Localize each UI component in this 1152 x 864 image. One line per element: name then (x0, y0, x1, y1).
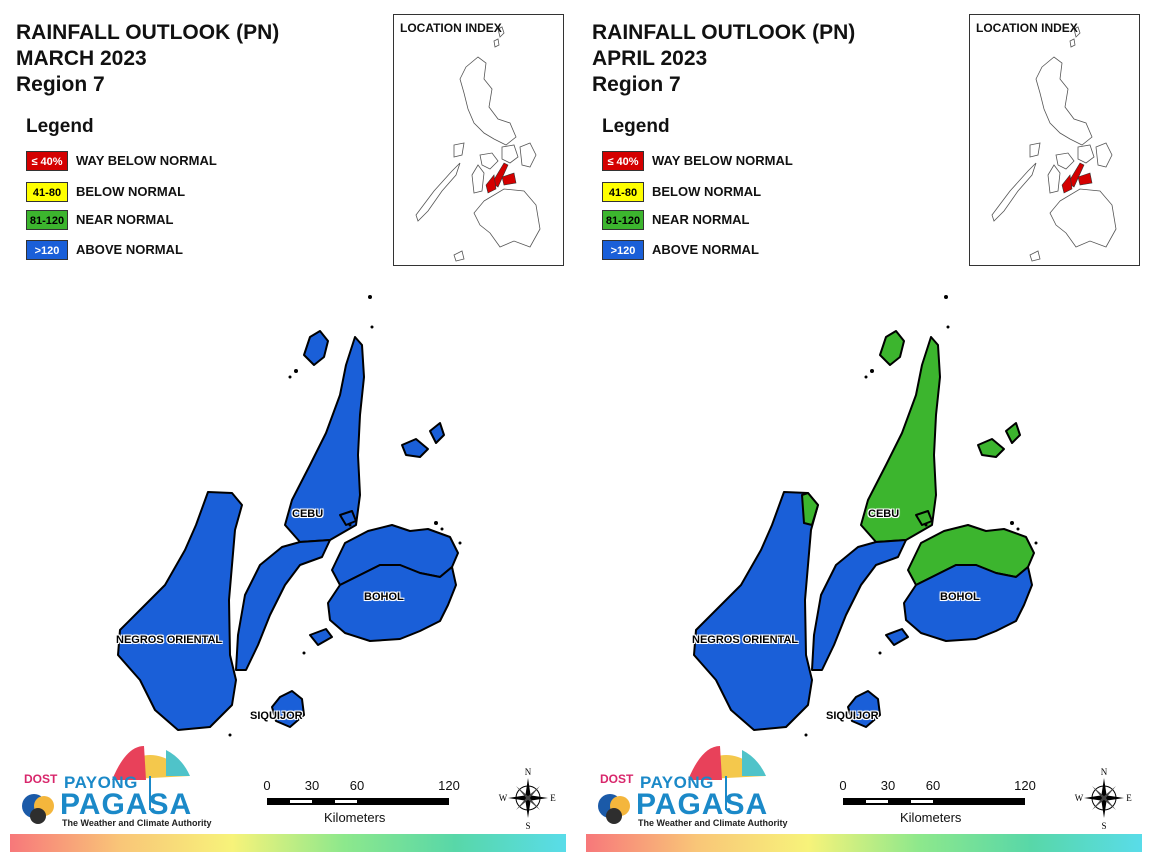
svg-text:S: S (1101, 821, 1106, 830)
bohol-map-south (903, 564, 1033, 642)
tagline-text: The Weather and Climate Authority (62, 818, 212, 828)
compass-rose-icon: N S E W (498, 766, 558, 831)
negros-oriental-map (693, 491, 819, 731)
legend-title: Legend (26, 116, 94, 137)
scale-tick: 60 (349, 778, 365, 793)
compass-rose-icon: N S E W (1074, 766, 1134, 831)
dost-text: DOST (24, 772, 58, 786)
rainbow-footer-bar (586, 834, 1142, 852)
location-index-label: LOCATION INDEX (976, 21, 1078, 35)
legend-swatch: 81-120 (26, 210, 68, 230)
svg-text:E: E (550, 793, 556, 803)
legend-swatch: 41-80 (602, 182, 644, 202)
bohol-map-island (885, 628, 909, 646)
legend-label: WAY BELOW NORMAL (76, 153, 217, 168)
scale-tick: 0 (839, 778, 847, 793)
svg-text:N: N (525, 767, 532, 777)
legend-swatch: >120 (602, 240, 644, 260)
location-index-inset: LOCATION INDEX (969, 14, 1140, 266)
legend-title: Legend (602, 116, 670, 137)
map-label-siquijor: SIQUIJOR (250, 710, 303, 722)
negros-oriental-map (117, 491, 243, 731)
scale-tick: 120 (1014, 778, 1036, 793)
legend-swatch: >120 (26, 240, 68, 260)
pagasa-logo: DOST PAYONG PAGASA The Weather and Clima… (592, 740, 788, 832)
legend-label: NEAR NORMAL (652, 212, 750, 227)
map-label-negros-oriental: NEGROS ORIENTAL (692, 634, 799, 646)
legend-label: WAY BELOW NORMAL (652, 153, 793, 168)
siquijor-map (271, 690, 305, 728)
region-7-highlight (1061, 162, 1093, 194)
cebu-map-island (303, 330, 329, 366)
camotes-map-island (429, 422, 445, 444)
philippines-outline-map (415, 26, 541, 262)
tagline-text: The Weather and Climate Authority (638, 818, 788, 828)
dost-text: DOST (600, 772, 634, 786)
location-index-inset: LOCATION INDEX (393, 14, 564, 266)
payong-text: PAYONG (640, 773, 714, 792)
map-label-negros-oriental: NEGROS ORIENTAL (116, 634, 223, 646)
legend-swatch: ≤ 40% (26, 151, 68, 171)
panel-title: RAINFALL OUTLOOK (PN) MARCH 2023 Region … (16, 21, 280, 96)
legend-label: ABOVE NORMAL (652, 242, 759, 257)
pagasa-text: PAGASA (60, 788, 193, 821)
scale-tick: 0 (263, 778, 271, 793)
scale-bar: 0 30 60 120 Kilometers (262, 778, 462, 828)
legend-label: BELOW NORMAL (76, 184, 186, 199)
scale-bar: 0 30 60 120 Kilometers (838, 778, 1038, 828)
map-label-bohol: BOHOL (940, 591, 980, 603)
svg-text:N: N (1101, 767, 1108, 777)
legend-label: NEAR NORMAL (76, 212, 174, 227)
legend-swatch: 41-80 (26, 182, 68, 202)
cebu-map-south (235, 539, 331, 671)
pagasa-text: PAGASA (636, 788, 769, 821)
camotes-map-island (977, 438, 1005, 458)
map-label-bohol: BOHOL (364, 591, 404, 603)
scale-units: Kilometers (900, 810, 962, 825)
scale-tick: 30 (304, 778, 320, 793)
cebu-map-south (811, 539, 907, 671)
siquijor-map (847, 690, 881, 728)
pagasa-logo: DOST PAYONG PAGASA The Weather and Clima… (16, 740, 212, 832)
outlook-panel-april: RAINFALL OUTLOOK (PN) APRIL 2023 Region … (576, 0, 1152, 864)
map-islets (228, 295, 462, 737)
camotes-map-island (401, 438, 429, 458)
panel-title: RAINFALL OUTLOOK (PN) APRIL 2023 Region … (592, 21, 856, 96)
umbrella-icon (22, 746, 190, 824)
scale-tick: 120 (438, 778, 460, 793)
cebu-map-island (879, 330, 905, 366)
legend-label: BELOW NORMAL (652, 184, 762, 199)
camotes-map-island (1005, 422, 1021, 444)
svg-text:S: S (525, 821, 530, 830)
legend-swatch: ≤ 40% (602, 151, 644, 171)
scale-bar-graphic (843, 798, 1025, 805)
scale-tick: 60 (925, 778, 941, 793)
philippines-outline-map (991, 26, 1117, 262)
map-label-cebu: CEBU (292, 508, 324, 520)
rainbow-footer-bar (10, 834, 566, 852)
legend-swatch: 81-120 (602, 210, 644, 230)
payong-text: PAYONG (64, 773, 138, 792)
bohol-map-island (309, 628, 333, 646)
svg-text:E: E (1126, 793, 1132, 803)
cebu-map-island (915, 510, 933, 526)
region-7-map (693, 295, 1038, 737)
legend-label: ABOVE NORMAL (76, 242, 183, 257)
region-7-highlight (485, 162, 517, 194)
scale-units: Kilometers (324, 810, 386, 825)
bohol-map-south (327, 564, 457, 642)
map-label-siquijor: SIQUIJOR (826, 710, 879, 722)
svg-text:W: W (1075, 793, 1084, 803)
cebu-map-island (339, 510, 357, 526)
svg-text:W: W (499, 793, 508, 803)
map-islets (804, 295, 1038, 737)
region-7-map (117, 295, 462, 737)
negros-map-north-strip (801, 492, 819, 526)
location-index-label: LOCATION INDEX (400, 21, 502, 35)
map-label-cebu: CEBU (868, 508, 900, 520)
scale-bar-graphic (267, 798, 449, 805)
umbrella-icon (598, 746, 766, 824)
outlook-panel-march: RAINFALL OUTLOOK (PN) MARCH 2023 Region … (10, 14, 566, 852)
scale-tick: 30 (880, 778, 896, 793)
